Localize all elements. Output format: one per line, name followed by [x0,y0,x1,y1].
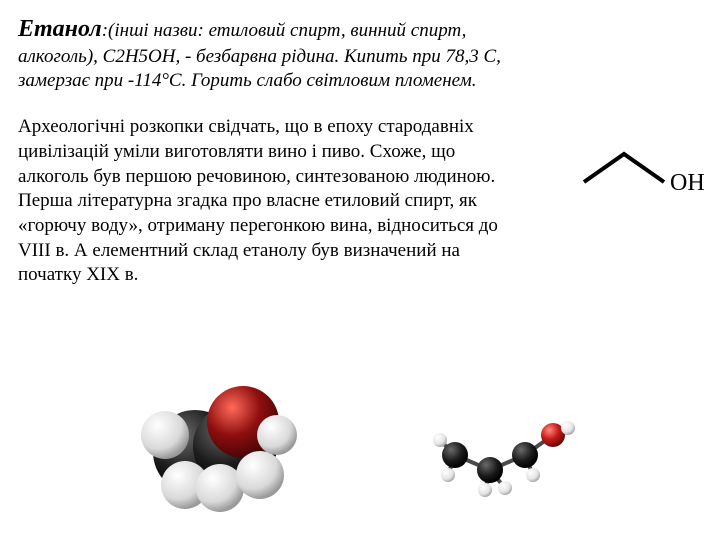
hydrogen-atom-icon [433,433,447,447]
text-block: Етанол:(інші назви: етиловий спирт, винн… [18,14,518,288]
spacefill-model [135,380,305,520]
carbon-atom-icon [512,442,538,468]
skeletal-formula: OH [576,140,706,210]
carbon-atom-icon [442,442,468,468]
paragraph-body: Археологічні розкопки свідчать, що в епо… [18,115,518,288]
ballstick-model [430,400,580,500]
hydrogen-atom-icon [441,468,455,482]
hydrogen-atom-icon [478,483,492,497]
skeletal-bonds-icon [584,154,664,182]
hydrogen-atom-icon [561,421,575,435]
hydrogen-atom-icon [141,411,189,459]
oh-label: OH [670,170,705,196]
hydrogen-atom-icon [526,468,540,482]
paragraph-intro: Етанол:(інші назви: етиловий спирт, винн… [18,14,518,93]
title: Етанол [18,16,102,42]
hydrogen-atom-icon [236,451,284,499]
hydrogen-atom-icon [257,415,297,455]
hydrogen-atom-icon [498,481,512,495]
carbon-atom-icon [477,457,503,483]
